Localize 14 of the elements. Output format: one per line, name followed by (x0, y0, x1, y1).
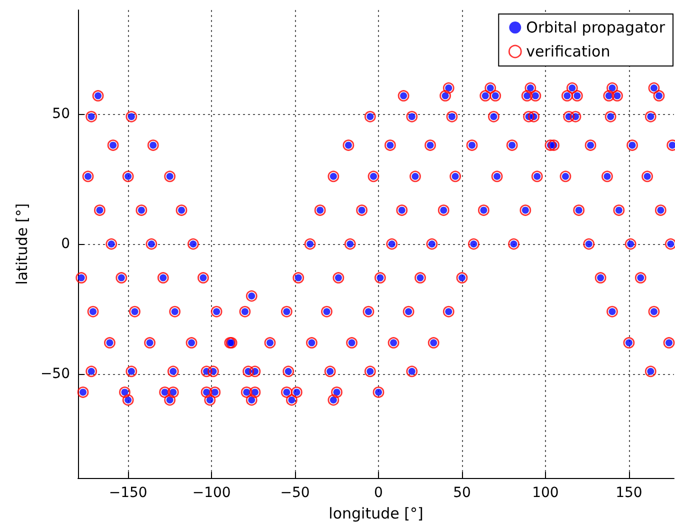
x-tick-label: −100 (192, 485, 231, 501)
legend-label: verification (526, 42, 610, 60)
x-tick-label: 50 (453, 485, 471, 501)
x-tick-label: 150 (616, 485, 642, 501)
legend-label: Orbital propagator (526, 18, 666, 36)
y-tick-label: 50 (52, 106, 70, 122)
x-axis-title: longitude [°] (328, 504, 424, 522)
x-tick-label: 100 (532, 485, 559, 501)
x-tick-label: −150 (108, 485, 148, 501)
y-tick-label: −50 (40, 366, 70, 382)
x-tick-label: 0 (374, 485, 383, 501)
y-axis-title: latitude [°] (13, 203, 32, 285)
x-tick-label: −50 (280, 485, 310, 501)
y-tick-label: 0 (61, 236, 70, 252)
